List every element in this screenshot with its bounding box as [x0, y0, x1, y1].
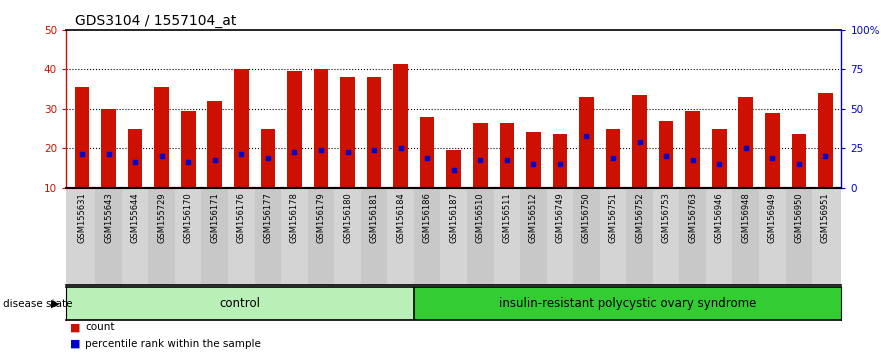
Bar [69, 188, 95, 285]
Text: GSM156180: GSM156180 [343, 193, 352, 243]
Bar [738, 97, 753, 188]
Text: GSM156512: GSM156512 [529, 193, 538, 243]
Bar [812, 188, 839, 285]
Bar [175, 188, 202, 285]
Text: GSM156949: GSM156949 [768, 193, 777, 243]
Text: GSM156749: GSM156749 [555, 193, 565, 243]
Text: GSM156946: GSM156946 [714, 193, 723, 243]
Text: GSM156951: GSM156951 [821, 193, 830, 243]
Bar [281, 188, 307, 285]
Bar [95, 188, 122, 285]
Bar [75, 87, 89, 188]
Text: GSM155631: GSM155631 [78, 193, 86, 243]
Text: GSM156187: GSM156187 [449, 193, 458, 243]
Text: GSM156752: GSM156752 [635, 193, 644, 243]
Text: GSM156753: GSM156753 [662, 193, 670, 243]
Text: GSM156950: GSM156950 [795, 193, 803, 243]
Bar [706, 188, 732, 285]
Bar [334, 188, 361, 285]
Bar [414, 188, 440, 285]
Bar [393, 64, 408, 188]
Bar [420, 117, 434, 188]
Bar [361, 188, 388, 285]
Text: GSM156178: GSM156178 [290, 193, 299, 243]
Bar [447, 150, 461, 188]
Bar [606, 129, 620, 188]
Bar [526, 132, 541, 188]
Text: ▶: ▶ [51, 298, 60, 309]
Text: GSM156751: GSM156751 [609, 193, 618, 243]
Bar [759, 188, 786, 285]
Text: GSM155729: GSM155729 [157, 193, 167, 243]
Bar [574, 188, 600, 285]
Bar [202, 188, 228, 285]
Bar [181, 111, 196, 188]
Bar [552, 135, 567, 188]
Text: disease state: disease state [3, 298, 72, 309]
Text: GSM156750: GSM156750 [582, 193, 591, 243]
Bar [66, 287, 414, 320]
Bar [659, 121, 673, 188]
Bar [626, 188, 653, 285]
Bar [128, 129, 143, 188]
Bar [600, 188, 626, 285]
Bar [228, 188, 255, 285]
Text: GSM156176: GSM156176 [237, 193, 246, 243]
Text: GSM155643: GSM155643 [104, 193, 113, 243]
Text: ■: ■ [70, 322, 81, 332]
Bar [685, 111, 700, 188]
Bar [388, 188, 414, 285]
Bar [440, 188, 467, 285]
Text: GSM156184: GSM156184 [396, 193, 405, 243]
Text: insulin-resistant polycystic ovary syndrome: insulin-resistant polycystic ovary syndr… [499, 297, 756, 310]
Bar [473, 122, 487, 188]
Text: GSM156186: GSM156186 [423, 193, 432, 243]
Bar [148, 188, 175, 285]
Text: GSM156511: GSM156511 [502, 193, 511, 243]
Text: GSM156171: GSM156171 [211, 193, 219, 243]
Bar [633, 95, 647, 188]
Bar [154, 87, 169, 188]
Bar [255, 188, 281, 285]
Bar [101, 109, 116, 188]
Text: count: count [85, 322, 115, 332]
Text: GSM156177: GSM156177 [263, 193, 272, 243]
Bar [287, 72, 301, 188]
Bar [732, 188, 759, 285]
Bar [493, 188, 520, 285]
Bar [314, 69, 329, 188]
Bar [818, 93, 833, 188]
Bar [366, 78, 381, 188]
Text: GSM156510: GSM156510 [476, 193, 485, 243]
Text: GSM156948: GSM156948 [741, 193, 751, 243]
Text: GSM156181: GSM156181 [369, 193, 379, 243]
Bar [653, 188, 679, 285]
Text: GSM155644: GSM155644 [130, 193, 139, 243]
Bar [207, 101, 222, 188]
Bar [765, 113, 780, 188]
Bar [122, 188, 148, 285]
Bar [467, 188, 493, 285]
Bar [786, 188, 812, 285]
Bar [234, 69, 248, 188]
Bar [520, 188, 546, 285]
Bar [500, 122, 515, 188]
Bar [791, 135, 806, 188]
Bar [261, 129, 275, 188]
Bar [414, 287, 841, 320]
Text: percentile rank within the sample: percentile rank within the sample [85, 339, 262, 349]
Text: control: control [219, 297, 261, 310]
Text: GDS3104 / 1557104_at: GDS3104 / 1557104_at [75, 14, 236, 28]
Bar [579, 97, 594, 188]
Bar [679, 188, 706, 285]
Text: GSM156170: GSM156170 [184, 193, 193, 243]
Bar [340, 78, 355, 188]
Text: ■: ■ [70, 339, 81, 349]
Bar [307, 188, 334, 285]
Text: GSM156763: GSM156763 [688, 193, 697, 244]
Bar [712, 129, 727, 188]
Bar [546, 188, 574, 285]
Text: GSM156179: GSM156179 [316, 193, 325, 243]
